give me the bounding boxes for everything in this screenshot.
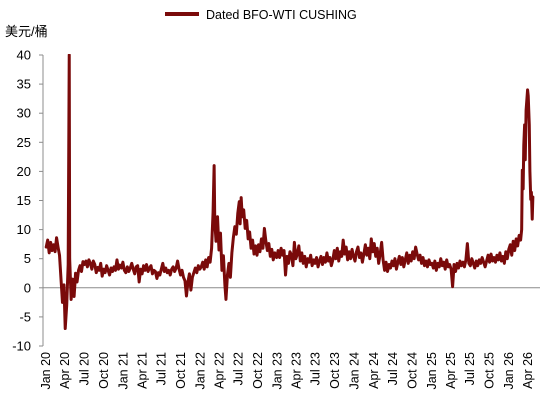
x-tick-label: Oct 21 — [174, 352, 188, 389]
x-tick-label: Apr 24 — [367, 352, 381, 389]
legend: Dated BFO-WTI CUSHING — [165, 8, 357, 22]
x-tick-label: Apr 23 — [290, 352, 304, 389]
x-tick-label: Jan 21 — [116, 352, 130, 390]
y-tick-label: 35 — [17, 77, 31, 92]
x-tick-label: Jan 20 — [39, 352, 53, 390]
x-tick-label: Apr 20 — [58, 352, 72, 389]
x-tick-label: Jul 21 — [155, 352, 169, 385]
series-line-dated-bfo-wti-cushing — [44, 54, 535, 331]
x-tick-label: Jul 22 — [232, 352, 246, 385]
y-tick-label: 20 — [17, 164, 31, 179]
x-axis-ticks: Jan 20 Apr 20 Jul 20 Oct 20 Jan 21 Apr 21 Jul … — [39, 352, 535, 390]
legend-label: Dated BFO-WTI CUSHING — [206, 8, 357, 22]
x-tick-label: Oct 24 — [405, 352, 419, 389]
x-tick-label: Jan 23 — [270, 352, 284, 390]
x-tick-label: Jul 20 — [77, 352, 91, 385]
x-tick-label: Apr 25 — [444, 352, 458, 389]
x-tick-label: Oct 23 — [328, 352, 342, 389]
x-tick-label: Jan 22 — [193, 352, 207, 390]
x-tick-label: Jan 26 — [502, 352, 516, 390]
x-tick-label: Jul 23 — [309, 352, 323, 385]
y-tick-label: 0 — [24, 280, 31, 295]
y-tick-label: 15 — [17, 193, 31, 208]
y-axis-ticks: 40 35 30 25 20 15 10 5 0 -5 -10 — [12, 48, 43, 354]
x-tick-label: Apr 22 — [212, 352, 226, 389]
y-tick-label: 40 — [17, 48, 31, 63]
x-tick-label: Apr 26 — [521, 352, 535, 389]
x-tick-label: Oct 20 — [97, 352, 111, 389]
x-tick-label: Jan 24 — [348, 352, 362, 390]
y-axis-title: 美元/桶 — [5, 24, 48, 39]
y-tick-label: -10 — [12, 339, 31, 354]
x-tick-label: Jul 25 — [463, 352, 477, 385]
x-tick-label: Apr 21 — [135, 352, 149, 389]
y-tick-label: 30 — [17, 106, 31, 121]
y-tick-label: 10 — [17, 222, 31, 237]
x-tick-label: Jul 24 — [386, 352, 400, 385]
y-tick-label: 25 — [17, 135, 31, 150]
x-tick-label: Jan 25 — [425, 352, 439, 390]
y-tick-label: 5 — [24, 251, 31, 266]
x-tick-label: Oct 22 — [251, 352, 265, 389]
y-tick-label: -5 — [19, 309, 31, 324]
x-tick-label: Oct 25 — [483, 352, 497, 389]
